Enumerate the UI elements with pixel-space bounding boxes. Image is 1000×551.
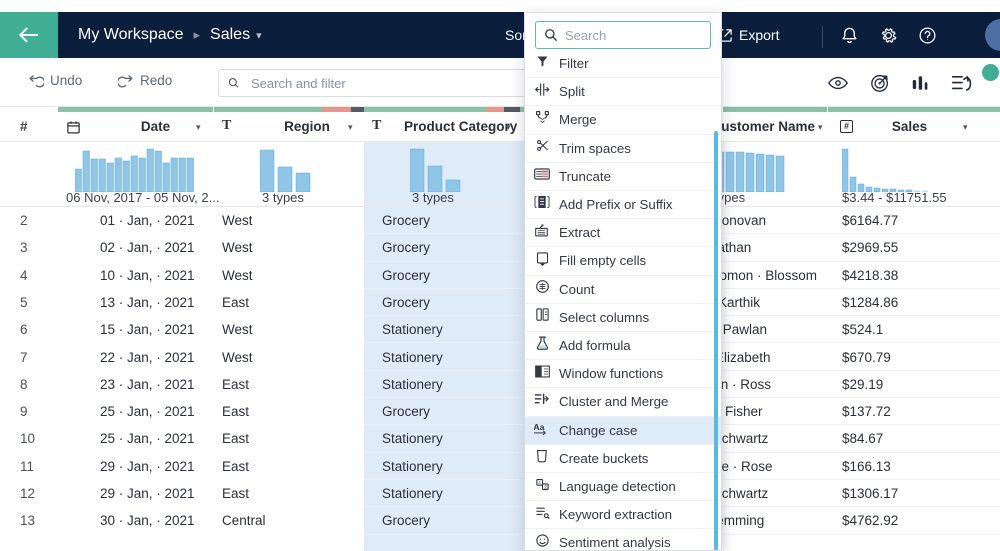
svg-text:Aa: Aa [534, 422, 545, 432]
svg-text:A: A [538, 480, 541, 484]
svg-text:文: 文 [543, 484, 547, 489]
